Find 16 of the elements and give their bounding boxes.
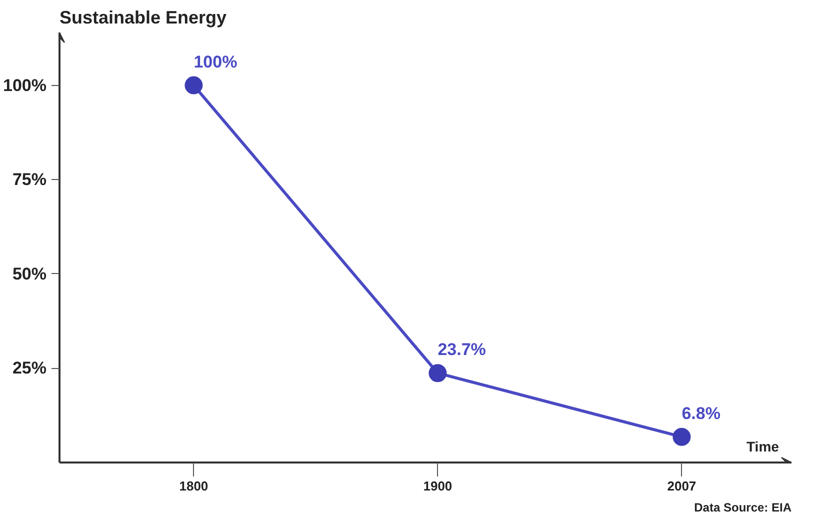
- x-tick-label: 1800: [179, 478, 208, 494]
- data-label: 100%: [194, 52, 238, 72]
- data-label: 23.7%: [438, 340, 486, 360]
- y-tick-label: 25%: [12, 358, 47, 378]
- x-axis-title: Time: [746, 438, 780, 454]
- data-label: 6.8%: [682, 404, 720, 423]
- point: [672, 428, 691, 446]
- y-tick-label: 75%: [12, 170, 47, 190]
- y-axis-title: Sustainable Energy: [60, 8, 227, 28]
- point: [428, 364, 447, 382]
- y-tick-label: 50%: [12, 264, 47, 284]
- y-tick-label: 100%: [3, 76, 47, 95]
- source-note: Data Source: EIA: [694, 500, 792, 514]
- point: [184, 76, 203, 94]
- x-tick-label: 1900: [423, 478, 452, 494]
- x-tick-label: 2007: [667, 478, 696, 494]
